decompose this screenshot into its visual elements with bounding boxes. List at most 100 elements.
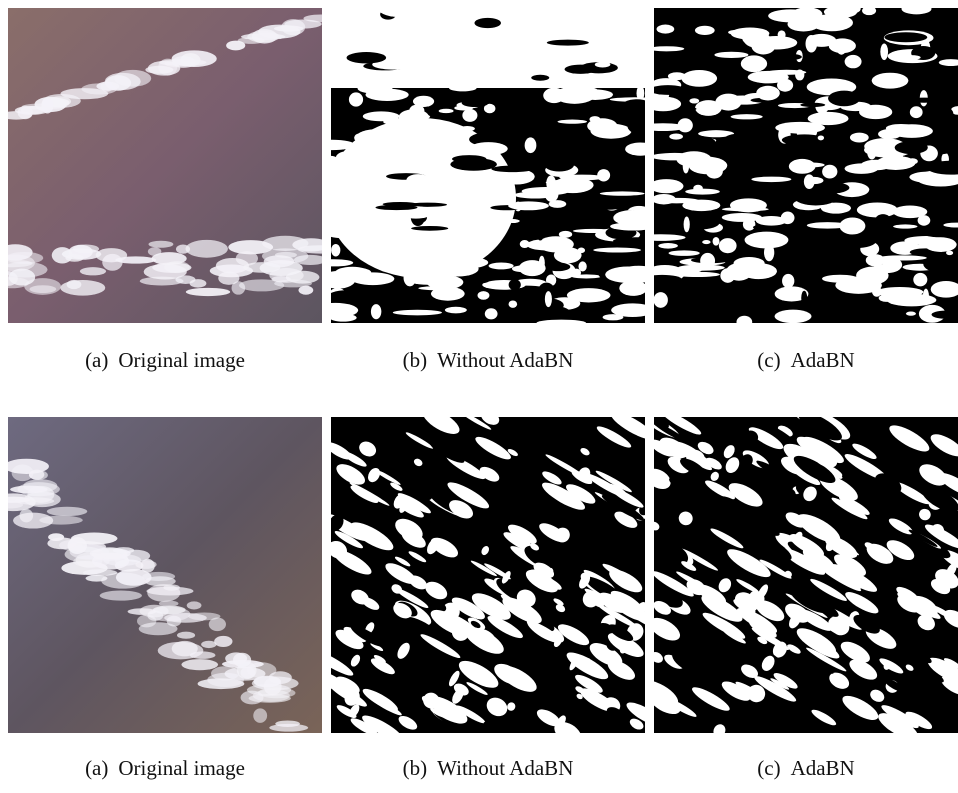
cloud [225,652,247,664]
mask-blob [432,32,466,42]
mask-blob [537,49,560,59]
mask-blob [491,166,533,173]
mask-blob [822,275,858,283]
caption: (b)Without AdaBN [328,756,648,781]
mask-blob [678,118,693,132]
mask-blob [336,14,361,26]
mask-blob [492,71,526,83]
mask-blob [764,244,774,261]
mask-blob [423,266,445,271]
mask-blob [946,251,953,256]
mask-blob [731,114,763,119]
mask-blob [891,124,933,138]
caption: (a)Original image [5,756,325,781]
mask-blob [449,42,474,47]
cloud [52,247,73,263]
mask-blob [756,86,780,101]
mask-blob [689,98,699,103]
cloud-mask [654,8,958,323]
mask-blob [798,235,837,253]
mask-blob [404,269,417,287]
mask-blob [375,205,417,210]
mask-blob [741,55,767,72]
mask-blob [872,286,882,297]
mask-blob [900,98,949,103]
mask-blob [362,187,379,197]
mask-blob [706,164,723,179]
mask-blob [818,135,824,140]
mask-blob [331,77,348,86]
mask-blob [399,109,429,124]
mask-blob [872,73,909,89]
caption-text: AdaBN [791,348,855,372]
mask-blob [376,152,401,167]
mask-blob [406,174,430,186]
mask-blob [782,274,794,288]
mask-blob [801,291,807,305]
cloud [147,584,180,602]
mask-blob [700,253,715,269]
mask-blob [702,240,710,244]
mask-blob [791,303,840,307]
cloud [185,240,227,258]
mask-blob [546,175,556,191]
mask-blob [504,124,519,139]
mask-blob [544,158,574,172]
mask-blob [557,120,587,124]
mask-blob [837,42,847,55]
mask-blob [715,94,741,111]
mask-blob [525,137,537,153]
cloud [41,97,53,113]
mask-blob [509,300,518,307]
cloud [201,641,216,648]
caption-label: (a) [85,348,108,372]
mask-blob [795,191,837,206]
mask-blob [449,84,477,91]
caption: (c)AdaBN [646,348,958,373]
mask-blob [593,248,641,253]
mask-blob [683,159,689,174]
mask-blob [781,211,795,224]
mask-blob [913,273,927,287]
mask-blob [439,109,454,113]
mask-blob [884,32,927,42]
cloud-mask [654,417,958,733]
mask-blob [880,43,888,60]
cloud [101,573,145,589]
mask-blob [452,155,486,163]
mask-blob [597,169,610,181]
mask-blob [751,177,791,183]
mask-blob [856,267,888,285]
mask-blob [910,106,923,118]
mask-blob [514,192,556,199]
mask-blob [800,103,825,107]
mask-blob [520,30,536,47]
cloud [21,106,45,114]
mask-blob [906,311,916,315]
cloud [102,254,122,271]
cloud [47,538,76,550]
mask-blob [413,96,434,107]
cloud [100,591,142,601]
mask-blob [806,35,818,53]
mask-blob [501,59,535,69]
mask-blob [925,237,957,252]
mask-blob [559,231,572,238]
mask-blob [724,133,759,144]
mask-blob [867,144,876,159]
mask-blob [742,32,768,45]
mask-blob [768,9,813,22]
cloud [10,486,48,494]
cloud [186,288,230,296]
mask-blob [893,224,917,228]
cloud [249,694,291,703]
mask-blob [547,40,589,46]
caption-text: Without AdaBN [437,348,573,372]
mask-blob [525,46,536,56]
mask-blob [623,32,639,45]
cloud [298,286,313,295]
mask-blob [545,291,552,307]
mask-blob [460,126,475,131]
mask-blob [584,194,631,210]
cloud [148,241,173,248]
